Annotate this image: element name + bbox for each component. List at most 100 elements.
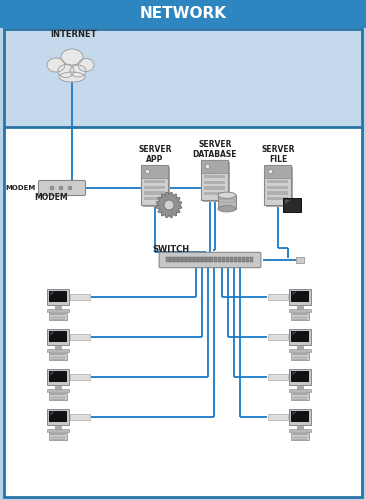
Bar xyxy=(174,256,178,262)
Circle shape xyxy=(59,186,63,190)
Bar xyxy=(51,399,65,400)
Bar xyxy=(49,313,67,320)
Bar xyxy=(145,186,165,189)
Bar xyxy=(47,408,69,425)
Text: SERVER
FILE: SERVER FILE xyxy=(261,145,295,165)
Bar xyxy=(289,429,311,432)
Circle shape xyxy=(205,164,210,169)
Bar xyxy=(182,256,186,262)
Bar xyxy=(205,192,225,195)
Text: NETWORK: NETWORK xyxy=(139,6,227,22)
Text: INTERNET: INTERNET xyxy=(50,30,97,39)
FancyBboxPatch shape xyxy=(38,180,86,196)
Circle shape xyxy=(164,200,174,210)
Bar xyxy=(51,354,65,355)
Bar xyxy=(51,394,65,395)
Bar xyxy=(70,374,90,380)
Bar xyxy=(283,198,301,212)
Bar xyxy=(218,195,236,209)
Bar xyxy=(289,389,311,392)
Bar xyxy=(47,389,69,392)
Bar xyxy=(145,192,165,194)
Text: SWITCH: SWITCH xyxy=(152,245,189,254)
Bar xyxy=(268,192,288,194)
Bar xyxy=(0,0,366,28)
Bar xyxy=(51,314,65,315)
Circle shape xyxy=(68,186,72,190)
Bar xyxy=(51,396,65,398)
Bar xyxy=(202,256,206,262)
Ellipse shape xyxy=(218,206,236,212)
Bar xyxy=(250,256,253,262)
Bar xyxy=(291,353,309,360)
Ellipse shape xyxy=(47,58,65,72)
Bar xyxy=(47,328,69,345)
Bar xyxy=(297,305,303,309)
Bar xyxy=(49,410,67,422)
Bar xyxy=(293,434,307,435)
Bar xyxy=(49,370,67,382)
Text: MODEM: MODEM xyxy=(34,193,68,202)
Bar xyxy=(293,394,307,395)
Bar xyxy=(49,393,67,400)
Bar xyxy=(222,256,225,262)
Bar xyxy=(47,349,69,352)
Polygon shape xyxy=(292,372,297,376)
Bar xyxy=(70,294,90,300)
Bar xyxy=(70,414,90,420)
Bar xyxy=(230,256,234,262)
Bar xyxy=(268,374,288,380)
Bar xyxy=(265,165,291,205)
Bar xyxy=(290,288,311,305)
Bar xyxy=(268,186,288,189)
Bar xyxy=(291,330,309,342)
Bar xyxy=(290,408,311,425)
Polygon shape xyxy=(51,372,55,376)
Bar xyxy=(291,290,309,302)
Bar xyxy=(186,256,190,262)
Bar xyxy=(265,165,291,178)
Bar xyxy=(291,370,309,382)
Bar xyxy=(203,162,231,202)
Bar xyxy=(47,288,69,305)
Circle shape xyxy=(145,170,150,174)
Bar xyxy=(51,316,65,318)
Bar xyxy=(49,330,67,342)
Bar xyxy=(291,393,309,400)
Ellipse shape xyxy=(61,49,83,65)
Bar xyxy=(246,256,249,262)
Bar xyxy=(142,165,168,178)
Bar xyxy=(4,127,362,497)
Bar xyxy=(297,425,303,429)
Bar xyxy=(198,256,202,262)
Bar xyxy=(293,439,307,440)
Bar xyxy=(47,368,69,385)
Bar xyxy=(289,309,311,312)
Bar xyxy=(268,197,288,200)
Bar xyxy=(268,334,288,340)
Bar xyxy=(291,410,309,422)
Polygon shape xyxy=(292,332,297,336)
Polygon shape xyxy=(51,412,55,416)
Circle shape xyxy=(50,186,54,190)
Bar xyxy=(291,313,309,320)
Bar xyxy=(142,165,168,205)
Polygon shape xyxy=(285,200,291,204)
Polygon shape xyxy=(156,192,182,218)
Bar xyxy=(218,256,221,262)
Bar xyxy=(55,385,61,389)
Ellipse shape xyxy=(218,192,236,198)
Bar xyxy=(205,175,225,178)
Polygon shape xyxy=(51,292,55,296)
Bar xyxy=(289,349,311,352)
Polygon shape xyxy=(292,412,297,416)
Bar xyxy=(293,399,307,400)
Bar xyxy=(49,290,67,302)
Ellipse shape xyxy=(59,72,85,82)
Bar xyxy=(291,433,309,440)
Bar xyxy=(205,186,225,190)
Bar xyxy=(293,314,307,315)
Bar xyxy=(70,334,90,340)
Bar xyxy=(293,319,307,320)
Text: SERVER
DATABASE: SERVER DATABASE xyxy=(193,140,237,160)
